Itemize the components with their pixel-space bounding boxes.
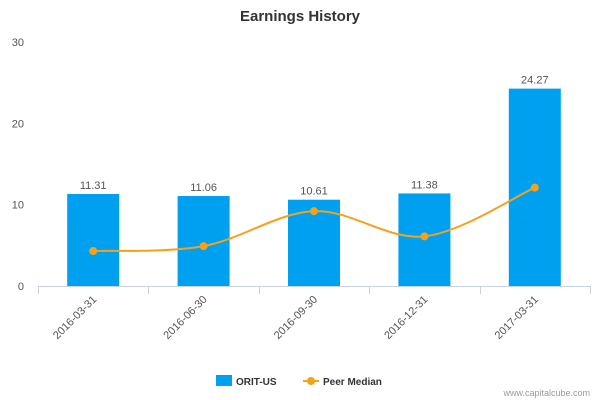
x-tick-label: 2016-03-31 bbox=[51, 294, 99, 342]
peer-median-point bbox=[310, 207, 318, 216]
bar-value-label: 10.61 bbox=[300, 186, 328, 198]
bar-value-label: 11.38 bbox=[411, 179, 438, 191]
bar bbox=[67, 194, 120, 286]
y-tick-label: 30 bbox=[12, 37, 24, 49]
legend-label-peer-median: Peer Median bbox=[323, 377, 382, 388]
legend[interactable]: ORIT-US Peer Median bbox=[216, 375, 382, 388]
bar-value-label: 11.31 bbox=[80, 180, 107, 192]
credit-text: www.capitalcube.com bbox=[502, 388, 590, 398]
y-tick-label: 10 bbox=[12, 200, 24, 212]
legend-label-orit: ORIT-US bbox=[236, 377, 277, 388]
peer-median-point bbox=[420, 232, 429, 241]
bar-value-label: 11.06 bbox=[190, 182, 217, 194]
y-tick-label: 0 bbox=[18, 281, 24, 293]
legend-bar-swatch bbox=[216, 375, 232, 386]
peer-median-series bbox=[89, 183, 539, 256]
y-tick-label: 20 bbox=[12, 118, 24, 130]
peer-median-point bbox=[199, 242, 208, 251]
x-axis: 2016-03-31 2016-06-30 2016-09-30 2016-12-31… bbox=[38, 286, 591, 342]
peer-median-point bbox=[89, 247, 98, 256]
legend-line-marker bbox=[307, 377, 315, 385]
data-labels: 11.31 11.06 10.61 11.38 24.27 bbox=[80, 75, 549, 198]
x-tick-label: 2016-09-30 bbox=[272, 294, 320, 342]
y-axis: 0 10 20 30 bbox=[12, 37, 24, 293]
x-tick-label: 2016-12-31 bbox=[382, 294, 430, 342]
bar-value-label: 24.27 bbox=[521, 75, 549, 87]
chart-title: Earnings History bbox=[240, 8, 361, 25]
x-tick-label: 2017-03-31 bbox=[493, 294, 541, 342]
peer-median-point bbox=[530, 183, 539, 192]
x-tick-label: 2016-06-30 bbox=[161, 294, 209, 342]
